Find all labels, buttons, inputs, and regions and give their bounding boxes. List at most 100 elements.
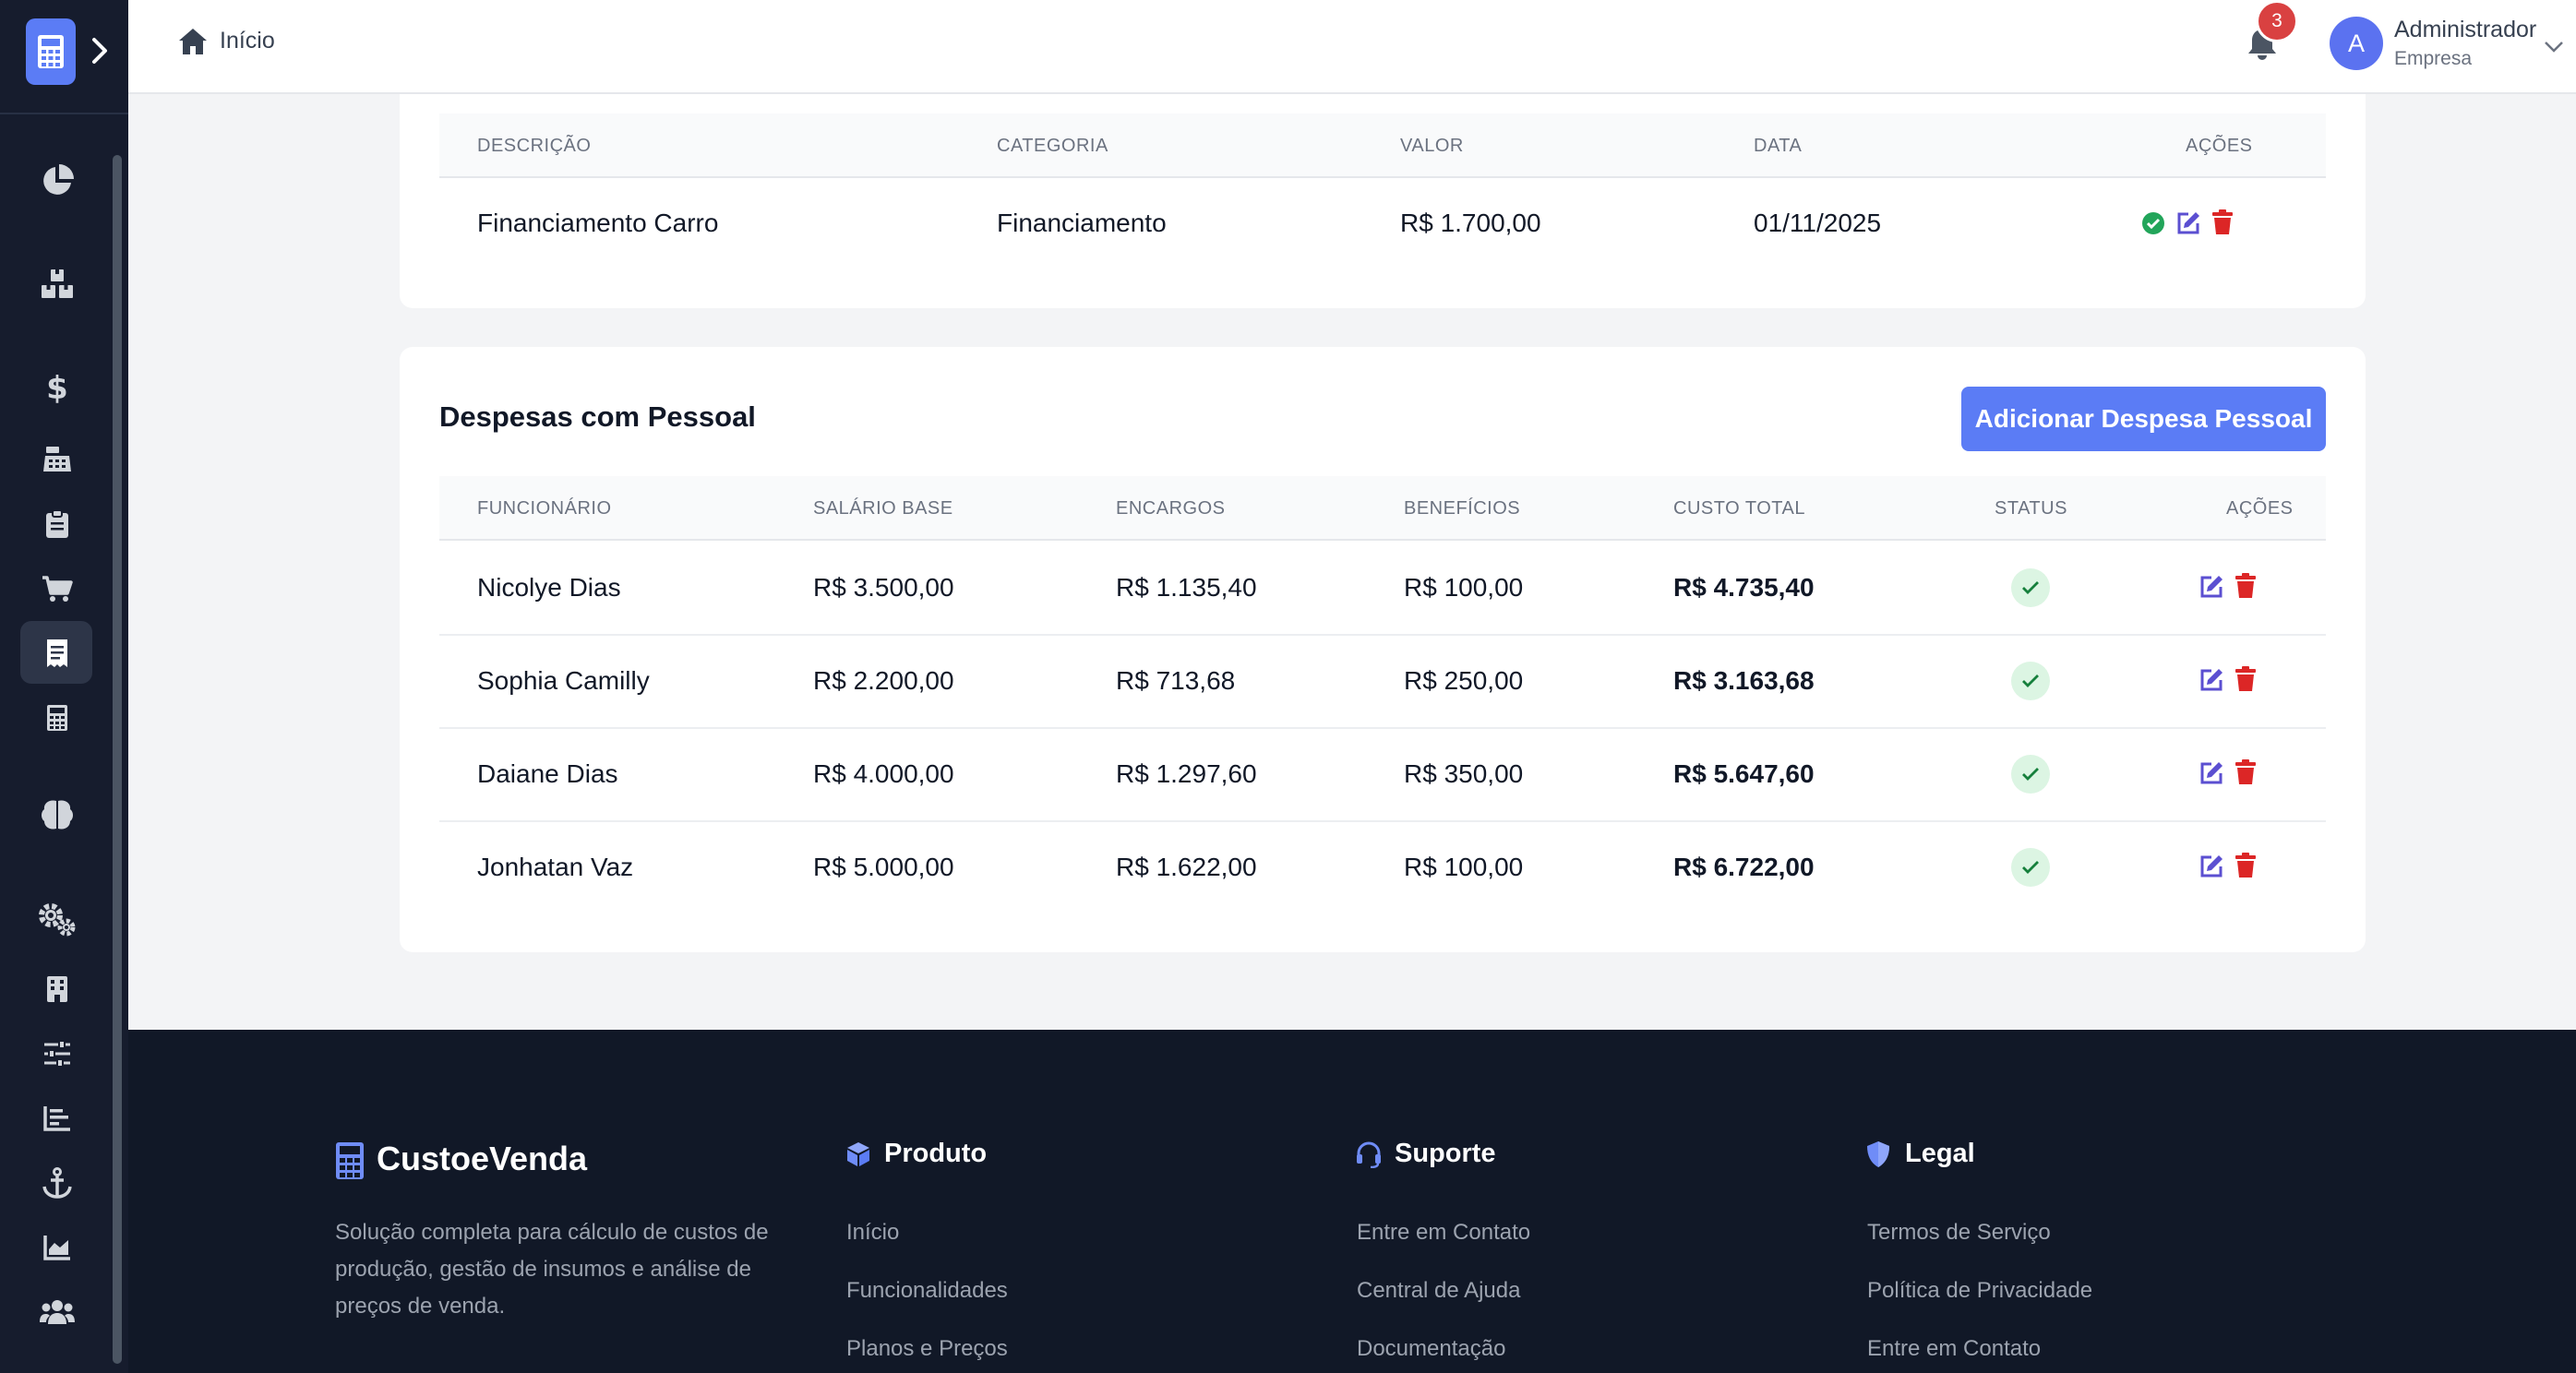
chart-pie-icon[interactable] bbox=[33, 157, 81, 205]
cogs-icon[interactable] bbox=[33, 895, 81, 943]
footer-brand: CustoeVenda bbox=[377, 1140, 588, 1177]
column-header: FUNCIONÁRIO bbox=[477, 498, 612, 519]
personnel-table-header: FUNCIONÁRIO SALÁRIO BASE ENCARGOS BENEFÍ… bbox=[439, 476, 2326, 541]
headset-icon bbox=[1355, 1140, 1383, 1169]
status-active-check-icon bbox=[2011, 755, 2050, 794]
trash-icon[interactable] bbox=[2232, 572, 2259, 600]
financing-card: DESCRIÇÃO CATEGORIA VALOR DATA AÇÕES Fin… bbox=[400, 94, 2366, 308]
cell-encargos: R$ 1.135,40 bbox=[1116, 573, 1257, 602]
footer-description: Solução completa para cálculo de custos … bbox=[335, 1220, 769, 1319]
cell-custo-total: R$ 4.735,40 bbox=[1673, 573, 1815, 602]
cell-funcionario: Jonhatan Vaz bbox=[477, 853, 634, 881]
section-title: Despesas com Pessoal bbox=[439, 400, 756, 433]
home-icon[interactable] bbox=[178, 28, 208, 55]
calculator-icon bbox=[335, 1141, 365, 1180]
footer-link[interactable]: Documentação bbox=[1357, 1336, 1506, 1361]
column-header: AÇÕES bbox=[2226, 498, 2294, 519]
cell-funcionario: Daiane Dias bbox=[477, 759, 618, 788]
chevron-down-icon[interactable] bbox=[2543, 37, 2565, 55]
trash-icon[interactable] bbox=[2232, 665, 2259, 693]
sidebar-scrollbar[interactable] bbox=[113, 155, 122, 1364]
cell-encargos: R$ 1.622,00 bbox=[1116, 853, 1257, 881]
column-header: VALOR bbox=[1400, 136, 1464, 156]
cell-beneficios: R$ 100,00 bbox=[1404, 853, 1524, 881]
column-header: STATUS bbox=[1995, 498, 2067, 519]
row-divider bbox=[439, 727, 2326, 729]
sidebar-header bbox=[0, 0, 128, 114]
cell-beneficios: R$ 350,00 bbox=[1404, 759, 1524, 788]
status-active-check-icon bbox=[2011, 848, 2050, 887]
footer-link[interactable]: Política de Privacidade bbox=[1867, 1278, 2093, 1303]
cell-salario: R$ 4.000,00 bbox=[813, 759, 954, 788]
footer-link[interactable]: Entre em Contato bbox=[1357, 1220, 1531, 1245]
cell-descricao: Financiamento Carro bbox=[477, 209, 719, 237]
footer-link[interactable]: Início bbox=[846, 1220, 900, 1245]
footer-column-title: Produto bbox=[884, 1139, 988, 1168]
column-header: CATEGORIA bbox=[997, 136, 1108, 156]
cash-register-icon[interactable] bbox=[33, 436, 81, 484]
sidebar: $ bbox=[0, 0, 128, 1373]
chevron-right-icon[interactable] bbox=[89, 37, 111, 65]
trash-icon[interactable] bbox=[2209, 209, 2236, 236]
cart-icon[interactable] bbox=[33, 565, 81, 613]
column-header: DATA bbox=[1754, 136, 1803, 156]
cell-encargos: R$ 713,68 bbox=[1116, 666, 1236, 695]
top-header: Início 3 A Administrador Empresa bbox=[128, 0, 2576, 94]
personnel-expenses-card: Despesas com Pessoal Adicionar Despesa P… bbox=[400, 347, 2366, 952]
footer-column-title: Suporte bbox=[1395, 1139, 1496, 1168]
column-header: ENCARGOS bbox=[1116, 498, 1226, 519]
trash-icon[interactable] bbox=[2232, 852, 2259, 879]
footer-link[interactable]: Planos e Preços bbox=[846, 1336, 1008, 1361]
dollar-icon[interactable]: $ bbox=[33, 364, 81, 412]
cell-categoria: Financiamento bbox=[997, 209, 1167, 237]
cell-encargos: R$ 1.297,60 bbox=[1116, 759, 1257, 788]
edit-icon[interactable] bbox=[2198, 666, 2225, 694]
brain-icon[interactable] bbox=[33, 791, 81, 839]
check-circle-icon[interactable] bbox=[2139, 209, 2167, 237]
users-icon[interactable] bbox=[33, 1288, 81, 1336]
row-divider bbox=[439, 820, 2326, 822]
trash-icon[interactable] bbox=[2232, 758, 2259, 786]
status-active-check-icon bbox=[2011, 662, 2050, 700]
building-icon[interactable] bbox=[33, 965, 81, 1013]
cell-salario: R$ 5.000,00 bbox=[813, 853, 954, 881]
user-role: Empresa bbox=[2394, 48, 2473, 69]
footer-column-title: Legal bbox=[1905, 1139, 1975, 1168]
add-personnel-expense-button[interactable]: Adicionar Despesa Pessoal bbox=[1961, 387, 2326, 451]
avatar[interactable]: A bbox=[2330, 17, 2383, 70]
sliders-icon[interactable] bbox=[33, 1030, 81, 1078]
edit-icon[interactable] bbox=[2198, 853, 2225, 880]
cell-data: 01/11/2025 bbox=[1754, 209, 1882, 237]
footer-link[interactable]: Entre em Contato bbox=[1867, 1336, 2042, 1361]
cell-beneficios: R$ 250,00 bbox=[1404, 666, 1524, 695]
cell-beneficios: R$ 100,00 bbox=[1404, 573, 1524, 602]
footer: CustoeVenda Solução completa para cálcul… bbox=[128, 1030, 2576, 1373]
edit-icon[interactable] bbox=[2198, 759, 2225, 787]
calculator-icon[interactable] bbox=[33, 694, 81, 742]
receipt-icon[interactable] bbox=[33, 629, 81, 677]
footer-link[interactable]: Funcionalidades bbox=[846, 1278, 1008, 1303]
column-header: BENEFÍCIOS bbox=[1404, 498, 1521, 519]
footer-link[interactable]: Termos de Serviço bbox=[1867, 1220, 2051, 1245]
clipboard-icon[interactable] bbox=[33, 500, 81, 548]
edit-icon[interactable] bbox=[2198, 573, 2225, 601]
user-name[interactable]: Administrador bbox=[2394, 17, 2537, 42]
cell-custo-total: R$ 5.647,60 bbox=[1673, 759, 1815, 788]
breadcrumb-home-link[interactable]: Início bbox=[220, 28, 275, 54]
cube-icon bbox=[845, 1140, 872, 1168]
footer-link[interactable]: Central de Ajuda bbox=[1357, 1278, 1521, 1303]
cell-funcionario: Nicolye Dias bbox=[477, 573, 621, 602]
svg-text:$: $ bbox=[46, 370, 68, 405]
anchor-icon[interactable] bbox=[33, 1159, 81, 1207]
cell-salario: R$ 3.500,00 bbox=[813, 573, 954, 602]
area-chart-icon[interactable] bbox=[33, 1224, 81, 1272]
boxes-icon[interactable] bbox=[33, 260, 81, 308]
bar-chart-icon[interactable] bbox=[33, 1094, 81, 1142]
financing-table-header: DESCRIÇÃO CATEGORIA VALOR DATA AÇÕES bbox=[439, 113, 2326, 178]
calculator-logo-icon[interactable] bbox=[26, 18, 76, 85]
row-divider bbox=[439, 634, 2326, 636]
column-header: SALÁRIO BASE bbox=[813, 498, 953, 519]
column-header: CUSTO TOTAL bbox=[1673, 498, 1805, 519]
edit-icon[interactable] bbox=[2175, 209, 2202, 237]
column-header: DESCRIÇÃO bbox=[477, 136, 592, 156]
